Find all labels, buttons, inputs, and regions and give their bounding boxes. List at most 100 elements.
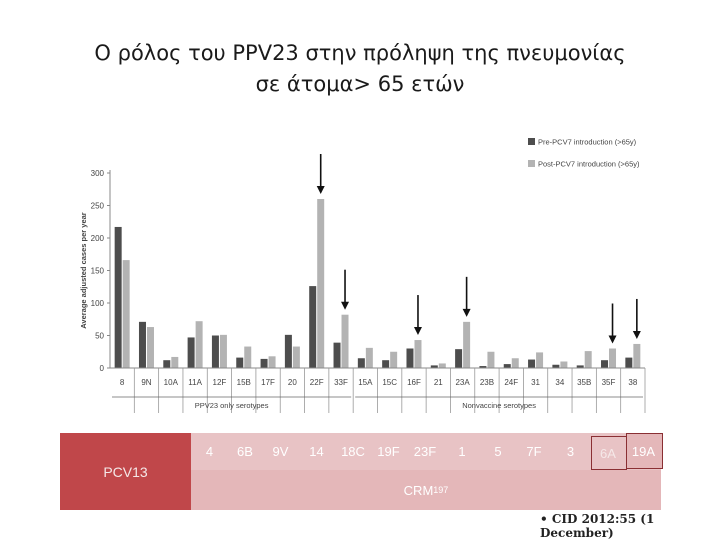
bar-pre-15c	[382, 360, 390, 368]
x-tick-label: 31	[531, 378, 540, 387]
x-tick-label: 21	[434, 378, 443, 387]
serotype-6b: 6B	[237, 443, 253, 459]
serotype-14: 14	[309, 443, 324, 459]
bar-post-35f	[609, 348, 617, 368]
y-tick-label: 0	[100, 364, 105, 373]
bar-post-23a	[463, 321, 471, 368]
serotype-3: 3	[566, 443, 575, 459]
y-tick-label: 200	[91, 234, 105, 243]
bar-pre-31	[528, 359, 536, 368]
bar-pre-21	[430, 365, 438, 368]
title-line-1: Ο ρόλος του PPV23 στην πρόληψη της πνευμ…	[94, 41, 626, 65]
x-tick-label: 24F	[504, 378, 518, 387]
bar-post-24f	[511, 358, 519, 368]
bar-post-22f	[317, 199, 325, 368]
y-axis-label: Average adjusted cases per year	[79, 212, 88, 329]
y-tick-label: 150	[91, 267, 105, 276]
bar-post-9n	[146, 327, 154, 368]
x-tick-label: 35F	[602, 378, 616, 387]
bar-post-23b	[487, 351, 495, 368]
bar-post-33f	[341, 314, 349, 368]
x-tick-label: 23A	[455, 378, 470, 387]
bar-pre-17f	[260, 358, 268, 368]
bar-pre-35b	[576, 365, 584, 368]
bar-pre-12f	[211, 335, 219, 368]
serotype-23f: 23F	[413, 443, 437, 459]
bar-post-15c	[390, 351, 398, 368]
x-tick-label: 8	[120, 378, 125, 387]
legend-swatch	[528, 138, 535, 145]
bar-pre-16f	[406, 348, 414, 368]
serotype-7f: 7F	[526, 443, 542, 459]
bar-pre-9n	[138, 321, 146, 368]
bar-pre-33f	[333, 342, 341, 368]
bar-post-15b	[244, 346, 252, 368]
x-tick-label: 11A	[188, 378, 202, 387]
x-tick-label: 10A	[164, 378, 179, 387]
bar-post-21	[438, 363, 446, 368]
bar-post-11a	[195, 321, 203, 368]
x-tick-label: 34	[555, 378, 564, 387]
group-label: PPV23 only serotypes	[195, 401, 269, 410]
bar-chart: 0 50 100 150 200 250 300 Average adjusted cases…	[79, 138, 646, 413]
bar-pre-15a	[357, 358, 365, 368]
bar-pre-34	[552, 364, 560, 368]
serotype-box-19a	[626, 433, 663, 469]
bar-pre-23b	[479, 366, 487, 368]
serotype-5: 5	[494, 443, 502, 459]
bar-pre-11a	[187, 337, 195, 368]
arrowhead-35f	[608, 335, 617, 344]
bar-pre-22f	[309, 286, 317, 368]
group-label: Nonvaccine serotypes	[462, 401, 536, 410]
legend-label: Pre-PCV7 introduction (>65y)	[538, 138, 637, 147]
bar-post-10a	[171, 356, 179, 368]
bar-post-34	[560, 361, 568, 368]
x-tick-label: 9N	[141, 378, 151, 387]
bar-pre-8	[114, 226, 122, 368]
y-tick-label: 50	[95, 332, 104, 341]
citation: • CID 2012:55 (1 December)	[540, 512, 655, 540]
y-tick-label: 300	[91, 169, 105, 178]
x-tick-label: 20	[288, 378, 297, 387]
bar-pre-20	[284, 334, 292, 368]
bar-post-8	[122, 260, 130, 368]
serotype-19a: 19A	[631, 443, 656, 459]
legend-label: Post-PCV7 introduction (>65y)	[538, 160, 640, 169]
bar-pre-15b	[236, 357, 244, 368]
serotype-4: 4	[205, 443, 214, 459]
arrowhead-22f	[316, 186, 325, 194]
x-tick-label: 35B	[577, 378, 591, 387]
x-tick-label: 33F	[334, 378, 348, 387]
x-tick-label: 22F	[310, 378, 324, 387]
pcv13-row-label: PCV13	[60, 433, 191, 510]
y-tick-label: 100	[91, 299, 105, 308]
bar-pre-10a	[163, 360, 171, 368]
arrowhead-16f	[413, 327, 422, 336]
carrier-subscript: 197	[433, 485, 449, 495]
bar-post-20	[292, 346, 300, 368]
bar-post-31	[536, 352, 544, 368]
x-tick-label: 12F	[213, 378, 227, 387]
arrowhead-23a	[462, 308, 471, 317]
slide-title: Ο ρόλος του PPV23 στην πρόληψη της πνευμ…	[0, 38, 720, 100]
y-tick-label: 250	[91, 202, 105, 211]
bar-post-35b	[584, 351, 592, 368]
x-tick-label: 23B	[480, 378, 494, 387]
bar-post-15a	[365, 347, 373, 368]
arrowhead-33f	[341, 301, 350, 310]
carrier-protein-label: CRM 197	[191, 470, 661, 510]
bar-post-12f	[219, 334, 227, 368]
x-tick-label: 15B	[237, 378, 251, 387]
serotype-6a: 6A	[600, 445, 616, 461]
bar-post-17f	[268, 356, 276, 368]
serotype-9v: 9V	[272, 443, 289, 459]
x-tick-label: 38	[628, 378, 637, 387]
serotype-18c: 18C	[341, 443, 365, 459]
x-tick-label: 15A	[358, 378, 373, 387]
bar-pre-38	[625, 357, 633, 368]
serotype-19f: 19F	[377, 443, 400, 459]
bar-post-38	[633, 343, 641, 368]
bar-pre-35f	[601, 360, 609, 368]
arrowhead-38	[632, 330, 641, 339]
carrier-prefix: CRM	[403, 482, 434, 498]
